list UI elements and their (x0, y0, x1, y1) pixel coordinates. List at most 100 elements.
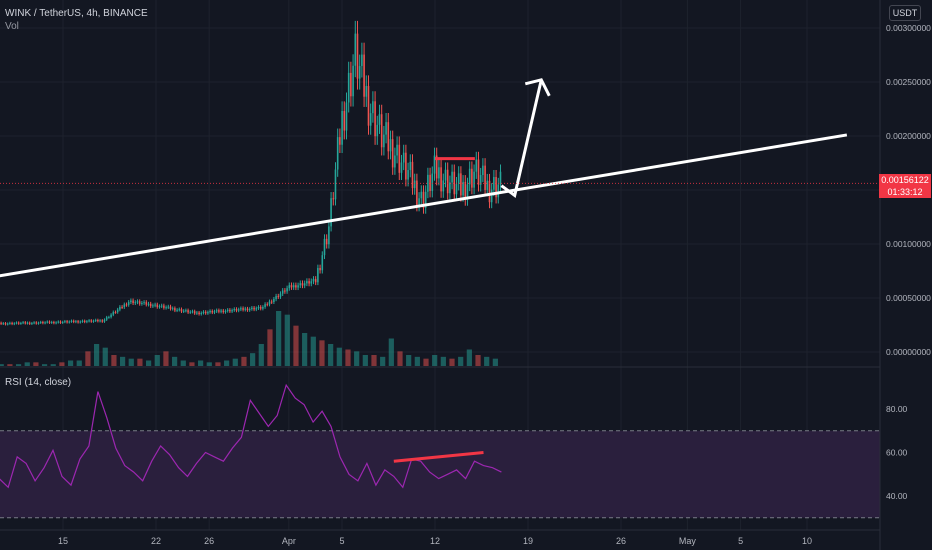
candle-body (207, 312, 209, 314)
candle-body (75, 321, 77, 323)
candle-body (125, 304, 128, 306)
candle-body (413, 180, 416, 189)
candle-body (466, 184, 469, 200)
candle-body (33, 322, 35, 324)
currency-unit-badge[interactable]: USDT (889, 5, 921, 21)
candle-body (363, 54, 365, 97)
price-tick-label: 0.00100000 (886, 239, 931, 249)
candle-body (147, 303, 150, 305)
candle-body (26, 322, 29, 324)
candle-body (116, 309, 119, 313)
candle-body (31, 323, 33, 325)
candle-body (433, 155, 436, 174)
candle-body (275, 296, 277, 300)
candle-body (402, 152, 405, 163)
candle-body (497, 184, 500, 198)
candle-body (314, 279, 317, 283)
candle-body (288, 285, 291, 289)
candle-body (112, 312, 115, 315)
candle-body (378, 114, 381, 125)
time-tick-label: 12 (430, 536, 440, 546)
candle-body (253, 307, 255, 310)
candle-body (242, 308, 244, 310)
volume-bar (41, 364, 48, 366)
candle-body (24, 322, 27, 324)
candle-body (46, 321, 49, 323)
candle-body (451, 171, 453, 183)
candle-body (224, 310, 227, 313)
candle-body (420, 191, 423, 199)
candle-body (424, 191, 427, 208)
candle-body (92, 320, 95, 322)
candle-body (13, 323, 16, 325)
candle-body (310, 281, 313, 284)
candle-body (416, 180, 418, 206)
candle-body (68, 321, 71, 323)
candle-body (240, 308, 242, 310)
candle-body (396, 144, 398, 156)
candle-body (334, 169, 337, 200)
candle-body (97, 319, 99, 322)
candle-body (365, 85, 368, 97)
candle-body (171, 308, 174, 310)
volume-bar (432, 355, 438, 366)
candle-body (70, 320, 73, 322)
candle-body (248, 309, 251, 311)
candle-body (105, 317, 108, 320)
volume-bar (492, 358, 498, 366)
volume-bar (7, 364, 13, 366)
volume-bar (449, 358, 455, 366)
candle-body (495, 177, 497, 198)
candle-body (218, 310, 220, 312)
candle-body (369, 113, 372, 126)
price-tick-label: 0.00300000 (886, 23, 931, 33)
volume-bar (50, 364, 56, 366)
candle-body (295, 285, 297, 288)
volume-bar (380, 356, 386, 366)
candle-body (94, 319, 97, 321)
volume-bar (484, 356, 490, 366)
support-trendline (0, 133, 848, 278)
candle-body (286, 288, 288, 292)
volume-bar (59, 362, 65, 366)
candle-body (473, 171, 475, 188)
candle-body (279, 293, 282, 297)
volume-bar (232, 358, 238, 366)
volume-bar (67, 360, 74, 366)
candle-body (215, 310, 218, 312)
volume-legend[interactable]: Vol (5, 21, 19, 32)
candle-body (136, 301, 139, 303)
candle-body (72, 320, 75, 322)
volume-bar (354, 351, 360, 366)
volume-bar (406, 355, 412, 366)
candle-body (6, 323, 9, 325)
candle-body (325, 238, 328, 245)
candle-body (268, 301, 271, 305)
rsi-legend[interactable]: RSI (14, close) (5, 377, 72, 388)
candle-body (127, 302, 130, 305)
volume-bar (345, 349, 351, 366)
volume-bar (293, 325, 299, 366)
volume-bar (102, 347, 108, 366)
drawing-annotations[interactable] (0, 78, 880, 463)
candle-body (343, 111, 346, 131)
time-tick-label: May (679, 536, 697, 546)
candle-body (347, 72, 350, 103)
candle-body (321, 255, 324, 271)
rsi-axis[interactable]: 80.00 60.00 40.00 (886, 404, 908, 501)
candle-body (442, 180, 445, 192)
candle-body (385, 122, 387, 135)
candle-body (374, 101, 376, 137)
time-axis[interactable]: 15 22 26 Apr 5 12 19 26 May 5 10 (58, 536, 812, 546)
rsi-tick-label: 60.00 (886, 448, 908, 458)
volume-bar (189, 362, 195, 366)
candle-body (301, 283, 304, 286)
candle-body (257, 306, 260, 309)
candle-body (328, 226, 330, 245)
volume-bar (33, 362, 39, 366)
candle-body (462, 181, 464, 196)
symbol-legend[interactable]: WINK / TetherUS, 4h, BINANCE (5, 8, 148, 19)
time-tick-label: 15 (58, 536, 68, 546)
volume-bar (388, 338, 394, 366)
